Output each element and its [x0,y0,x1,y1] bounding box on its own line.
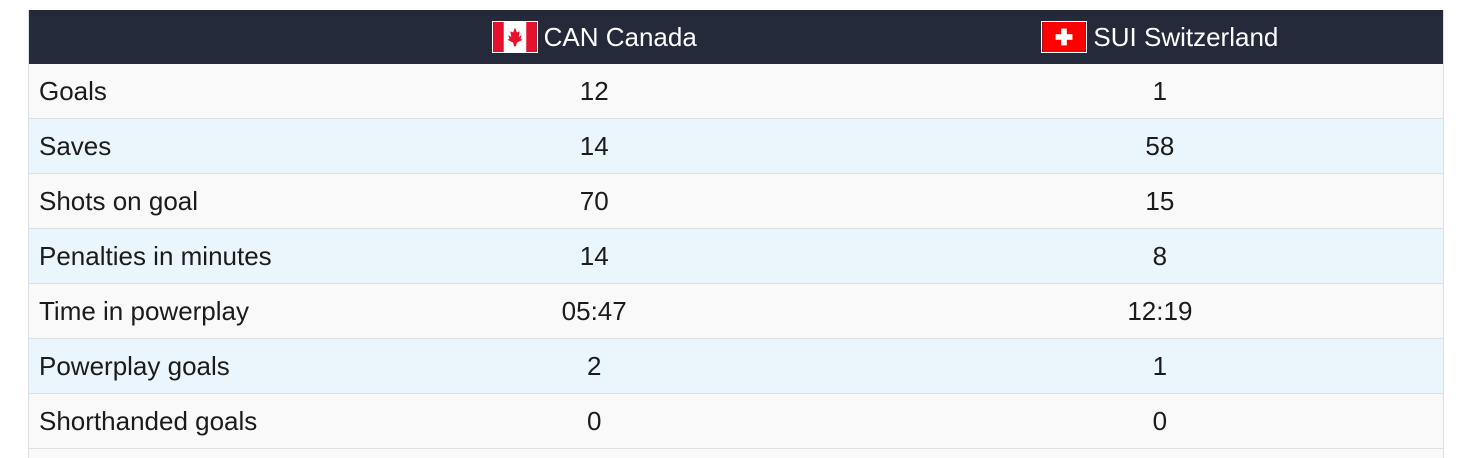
stat-label: Saves [39,130,112,161]
table-header: CAN Canada SUI Switzerland [29,10,1443,64]
stat-label: Shots on goal [39,185,199,216]
table-row: Powerplay goals 2 1 [29,339,1443,394]
table-row: Shots on goal 70 15 [29,174,1443,229]
stat-value: 1 [1152,350,1168,381]
team-name: SUI Switzerland [1093,21,1279,52]
flag-switzerland [1041,21,1088,53]
stat-value: 12:19 [1127,295,1193,326]
stat-value: 1 [1152,75,1168,106]
table-row: Shorthanded goals 0 0 [29,394,1443,449]
table-more [29,449,1443,458]
table-row: Saves 14 58 [29,119,1443,174]
table-body: Goals 12 1 Saves 14 58 Shots on goal 70 15 Penalt… [29,64,1443,449]
stat-value: 05:47 [561,295,627,326]
stat-value: 2 [586,350,602,381]
stat-label: Time in powerplay [39,295,250,326]
stat-label: Shorthanded goals [39,405,258,436]
header-cell: SUI Switzerland [877,10,1443,64]
stat-label: Penalties in minutes [39,240,272,271]
stat-value: 14 [579,130,609,161]
stat-label: Powerplay goals [39,350,230,381]
stat-value: 0 [586,405,602,436]
stat-value: 14 [579,240,609,271]
team-name: CAN Canada [543,21,697,52]
stat-value: 58 [1145,130,1175,161]
table-row: Penalties in minutes 14 8 [29,229,1443,284]
table-row: Time in powerplay 05:47 12:19 [29,284,1443,339]
header-empty [29,10,312,64]
stats-table: CAN Canada SUI Switzerland Goals 12 1 Saves… [28,10,1444,458]
table-row: Goals 12 1 [29,64,1443,119]
stat-value: 0 [1152,405,1168,436]
stat-value: 15 [1145,185,1175,216]
flag-canada [491,21,538,53]
stat-value: 8 [1152,240,1168,271]
stat-label: Goals [39,75,107,106]
stat-value: 70 [579,185,609,216]
header-cell: CAN Canada [312,10,877,64]
stat-value: 12 [579,75,609,106]
